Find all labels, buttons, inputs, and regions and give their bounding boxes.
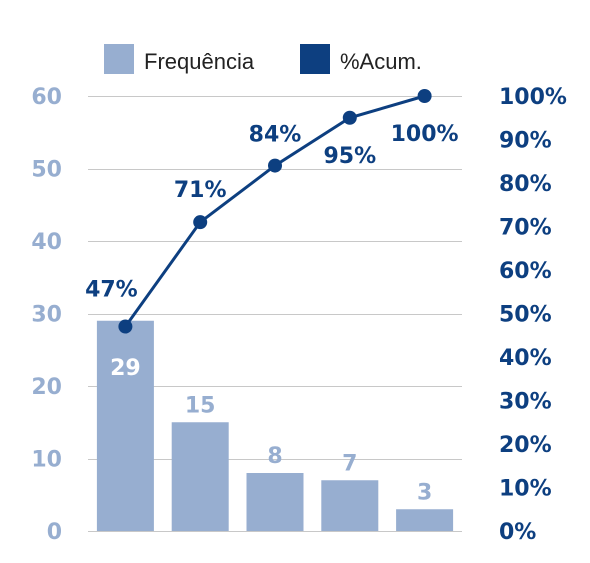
bar-value-label: 29 [110, 356, 141, 381]
bar-value-label: 3 [417, 480, 432, 505]
left-axis-tick-label: 20 [31, 375, 62, 400]
left-axis-ticks: 0 10 20 30 40 50 60 [31, 85, 62, 545]
cumulative-value-label: 84% [249, 123, 302, 148]
right-axis-tick-label: 0% [499, 520, 536, 545]
legend-label-acum: %Acum. [340, 49, 422, 74]
right-axis-tick-label: 50% [499, 303, 552, 328]
cumulative-value-label: 100% [391, 122, 459, 147]
cumulative-point [118, 319, 133, 334]
bar-value-label: 15 [185, 393, 216, 418]
right-axis-tick-label: 80% [499, 172, 552, 197]
cumulative-value-label: 47% [85, 278, 138, 303]
bar [96, 320, 154, 531]
legend-label-frequencia: Frequência [144, 49, 255, 74]
left-axis-tick-label: 60 [31, 85, 62, 110]
right-axis-ticks: 0% 10% 20% 30% 40% 50% 60% 70% 80% 90% 100% [499, 85, 567, 545]
cumulative-point [417, 89, 432, 103]
left-axis-tick-label: 0 [47, 520, 62, 545]
bar [246, 473, 304, 531]
legend-swatch-acum [300, 44, 330, 74]
bar [396, 509, 454, 531]
bar [321, 480, 379, 531]
left-axis-tick-label: 30 [31, 303, 62, 328]
bar [171, 422, 229, 531]
right-axis-tick-label: 10% [499, 477, 552, 502]
legend: Frequência %Acum. [104, 44, 422, 74]
right-axis-tick-label: 70% [499, 216, 552, 241]
left-axis-tick-label: 10 [31, 448, 62, 473]
legend-swatch-frequencia [104, 44, 134, 74]
right-axis-tick-label: 60% [499, 259, 552, 284]
cumulative-value-label: 95% [323, 144, 376, 169]
left-axis-tick-label: 40 [31, 230, 62, 255]
bar-value-label: 7 [342, 451, 357, 476]
bar-value-label: 8 [267, 444, 282, 469]
cumulative-point [342, 110, 357, 125]
cumulative-value-label: 71% [174, 178, 227, 203]
right-axis-tick-label: 20% [499, 433, 552, 458]
bars: 29 15 8 7 3 [96, 320, 454, 531]
right-axis-tick-label: 40% [499, 346, 552, 371]
right-axis-tick-label: 30% [499, 390, 552, 415]
cumulative-point [193, 215, 208, 230]
left-axis-tick-label: 50 [31, 158, 62, 183]
cumulative-point [268, 158, 282, 173]
right-axis-tick-label: 90% [499, 129, 552, 154]
right-axis-tick-label: 100% [499, 85, 567, 110]
cumulative-line: 47% 71% 84% 95% 100% [85, 89, 459, 334]
